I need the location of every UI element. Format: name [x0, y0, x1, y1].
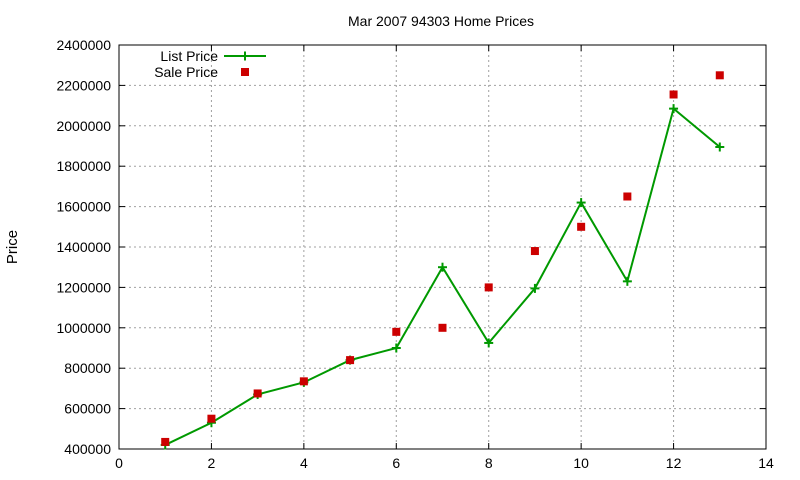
x-tick-label: 12 — [666, 455, 682, 471]
y-tick-label: 2400000 — [56, 37, 111, 53]
sale-price-point — [623, 192, 632, 201]
sale-price-point — [346, 356, 355, 365]
x-tick-label: 6 — [392, 455, 400, 471]
sale-price-point — [669, 90, 678, 99]
x-tick-label: 10 — [573, 455, 589, 471]
data-series — [160, 71, 725, 450]
list-price-line — [164, 106, 721, 446]
legend-label: List Price — [160, 48, 218, 64]
x-tick-label: 0 — [115, 455, 123, 471]
y-tick-label: 1800000 — [56, 158, 111, 174]
y-tick-label: 2200000 — [56, 77, 111, 93]
sale-price-point — [438, 323, 447, 332]
legend-label: Sale Price — [154, 64, 218, 80]
legend-cross-marker — [240, 51, 250, 61]
list-price-point — [715, 142, 725, 152]
axes: 0 2 4 6 8 10 12 14 400000 600000 800000 1000000 1200… — [56, 37, 774, 471]
legend-square-marker — [241, 68, 249, 76]
y-tick-label: 1600000 — [56, 199, 111, 215]
y-tick-label: 400000 — [64, 441, 111, 457]
sale-price-point — [577, 222, 586, 231]
series-0 — [160, 104, 725, 450]
plot-border — [118, 44, 767, 450]
sale-price-point — [392, 327, 401, 336]
sale-price-point — [253, 389, 262, 398]
list-price-point — [622, 276, 632, 286]
x-tick-label: 14 — [758, 455, 774, 471]
y-axis-label: Price — [4, 230, 21, 264]
x-tick-label: 2 — [208, 455, 216, 471]
list-price-point — [438, 262, 447, 272]
sale-price-point — [715, 71, 724, 80]
list-price-point — [669, 104, 679, 114]
y-tick-label: 1000000 — [56, 320, 111, 336]
y-tick-label: 1400000 — [56, 239, 111, 255]
list-price-point — [530, 283, 540, 293]
list-price-point — [484, 338, 494, 348]
chart-title: Mar 2007 94303 Home Prices — [348, 13, 534, 29]
y-tick-label: 800000 — [64, 360, 111, 376]
sale-price-point — [207, 414, 216, 423]
sale-price-point — [299, 377, 308, 386]
x-tick-label: 4 — [300, 455, 308, 471]
y-tick-label: 600000 — [64, 401, 111, 417]
list-price-point — [576, 198, 586, 208]
sale-price-point — [484, 283, 493, 292]
grid-lines — [119, 45, 766, 449]
series-1 — [161, 71, 724, 446]
sale-price-point — [161, 437, 170, 446]
list-price-point — [391, 343, 401, 353]
y-tick-label: 2000000 — [56, 118, 111, 134]
x-tick-label: 8 — [485, 455, 493, 471]
y-tick-label: 1200000 — [56, 279, 111, 295]
sale-price-point — [530, 247, 539, 256]
